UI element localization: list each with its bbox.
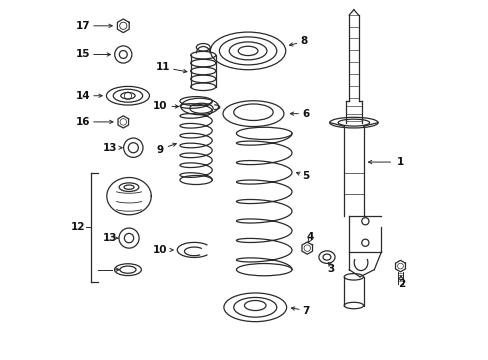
Text: 17: 17 bbox=[76, 21, 90, 31]
Text: 10: 10 bbox=[153, 245, 167, 255]
Text: 14: 14 bbox=[76, 91, 90, 101]
Text: 2: 2 bbox=[397, 279, 405, 289]
Text: 4: 4 bbox=[305, 232, 313, 242]
Text: 11: 11 bbox=[155, 62, 170, 72]
Text: 12: 12 bbox=[71, 222, 85, 232]
Text: 13: 13 bbox=[102, 143, 117, 153]
Text: 10: 10 bbox=[153, 102, 167, 112]
Text: 7: 7 bbox=[302, 306, 309, 316]
Text: 6: 6 bbox=[302, 109, 309, 119]
Text: 3: 3 bbox=[327, 264, 334, 274]
Text: 1: 1 bbox=[396, 157, 403, 167]
Text: 13: 13 bbox=[102, 233, 117, 243]
Text: 8: 8 bbox=[300, 36, 306, 46]
Text: 9: 9 bbox=[156, 144, 163, 154]
Text: 15: 15 bbox=[76, 49, 90, 59]
Text: 5: 5 bbox=[302, 171, 309, 181]
Text: 16: 16 bbox=[76, 117, 90, 127]
